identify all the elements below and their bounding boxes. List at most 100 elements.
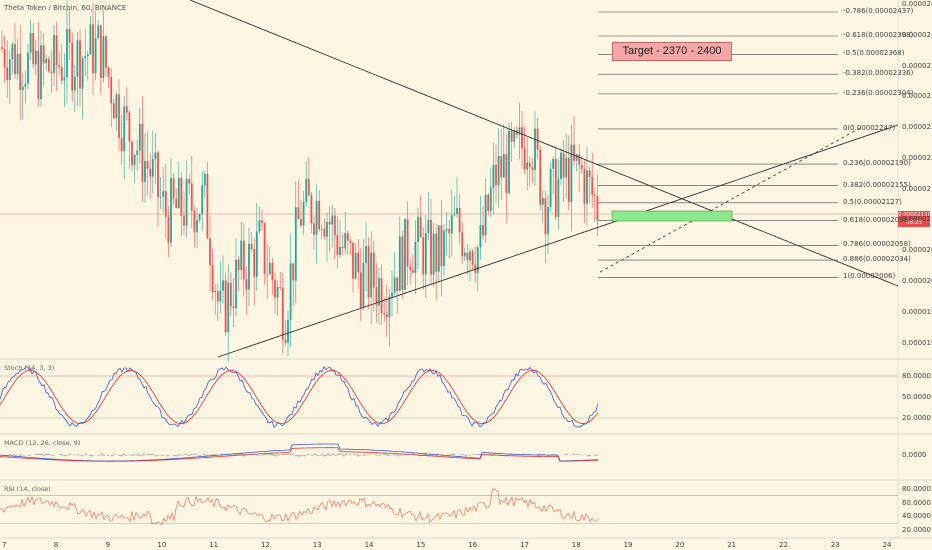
- candle-body: [575, 154, 578, 161]
- candle-body: [157, 152, 159, 198]
- price-axis-label: 0.00002350: [902, 61, 932, 70]
- stoch-title: Stoch (14, 3, 3): [4, 364, 55, 372]
- candle-body: [453, 214, 456, 216]
- candle-body: [258, 220, 261, 232]
- candle-body: [445, 229, 448, 231]
- candle-body: [292, 263, 295, 281]
- candle-body: [120, 137, 123, 152]
- candle-body: [539, 149, 542, 205]
- candle-body: [45, 58, 48, 64]
- x-axis-label: 11: [209, 541, 219, 549]
- candle-body: [79, 40, 81, 89]
- candle-body: [508, 130, 510, 194]
- candle-body: [318, 200, 321, 230]
- candle-body: [523, 148, 526, 170]
- candle-body: [401, 236, 404, 290]
- candle-body: [411, 269, 414, 273]
- candle-body: [336, 235, 339, 256]
- candle-body: [214, 290, 217, 293]
- candle-body: [591, 176, 594, 195]
- candle-body: [250, 243, 253, 249]
- x-axis-label: 21: [727, 541, 737, 549]
- candle-body: [71, 42, 74, 91]
- candle-body: [242, 240, 245, 280]
- candle-body: [385, 314, 388, 318]
- candle-body: [102, 36, 105, 79]
- candle-body: [362, 262, 365, 308]
- macd-line: [0, 443, 599, 462]
- candle-body: [81, 58, 84, 89]
- candle-body: [380, 278, 383, 314]
- candle-body: [190, 183, 193, 211]
- rsi-axis-label: 80.0000: [902, 484, 931, 493]
- candle-body: [84, 56, 87, 59]
- candle-body: [424, 233, 427, 275]
- candle-body: [391, 292, 393, 297]
- candle-body: [266, 273, 269, 275]
- candle-body: [255, 231, 258, 277]
- candle-body: [253, 248, 256, 277]
- candle-body: [201, 185, 204, 215]
- candle-body: [352, 242, 354, 279]
- fib-level-label: -0.236(0.00002304): [843, 88, 914, 97]
- fib-level-label: 0.786(0.00002058): [843, 240, 911, 249]
- candle-body: [346, 233, 349, 241]
- candle-body: [461, 232, 464, 257]
- candle-body: [341, 246, 344, 249]
- candle-body: [409, 266, 412, 270]
- candle-body: [180, 177, 183, 216]
- candle-body: [404, 218, 406, 290]
- candle-body: [518, 127, 521, 135]
- candle-body: [305, 179, 308, 203]
- candle-body: [586, 170, 588, 204]
- candle-body: [427, 219, 430, 234]
- candle-body: [232, 306, 235, 308]
- macd-axis-label: 0.0000: [902, 451, 927, 459]
- candle-body: [53, 35, 55, 73]
- rsi-axis-label: 40.0000: [902, 512, 931, 521]
- current-price-badge: 0.00002110: [898, 211, 932, 219]
- candle-body: [320, 228, 323, 230]
- candle-body: [164, 191, 167, 217]
- candle-body: [398, 236, 401, 291]
- x-axis-label: 23: [830, 541, 840, 549]
- candle-body: [141, 123, 144, 182]
- candle-body: [263, 223, 266, 274]
- candle-body: [596, 196, 599, 220]
- candle-body: [500, 155, 503, 178]
- candle-body: [261, 220, 263, 224]
- candle-body: [211, 265, 214, 293]
- candle-body: [536, 128, 539, 150]
- candle-body: [29, 33, 32, 53]
- candle-body: [531, 167, 534, 170]
- candle-body: [326, 221, 328, 237]
- candle-body: [14, 44, 16, 75]
- candle-body: [170, 178, 172, 243]
- stoch-axis-label: 50.0000: [902, 393, 931, 401]
- rsi-line: [0, 487, 599, 526]
- stoch-k-line: [0, 365, 599, 429]
- candle-body: [365, 246, 367, 263]
- candle-body: [466, 252, 469, 261]
- candle-body: [476, 247, 479, 273]
- price-axis-label: 0.00002200: [902, 153, 932, 162]
- candle-body: [24, 83, 27, 87]
- candle-body: [188, 179, 191, 184]
- candle-body: [359, 272, 362, 308]
- candle-body: [357, 252, 360, 273]
- fib-level-label: 0.382(0.00002155): [843, 180, 911, 189]
- candle-body: [19, 53, 22, 90]
- fib-level-label: 0.886(0.00002034): [843, 255, 911, 264]
- projection-dashed-line: [599, 127, 861, 273]
- x-axis-label: 8: [53, 541, 59, 549]
- candle-body: [565, 158, 568, 178]
- candle-body: [146, 161, 149, 169]
- candle-body: [237, 259, 240, 270]
- candle-body: [6, 67, 9, 81]
- candle-body: [570, 144, 573, 203]
- candle-body: [92, 24, 94, 74]
- ascending-trendline: [217, 124, 899, 358]
- candle-body: [339, 246, 341, 256]
- candle-body: [73, 76, 76, 91]
